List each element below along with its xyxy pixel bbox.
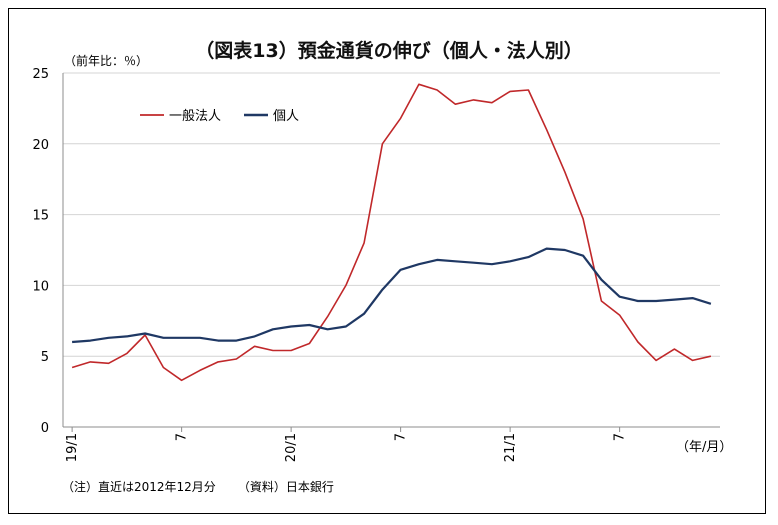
grid-lines — [63, 72, 720, 357]
y-tick-label-10: 10 — [32, 279, 49, 294]
note-source: （資料）日本銀行 — [237, 480, 334, 494]
x-axis-unit-label: （年/月） — [676, 440, 733, 455]
chart-frame — [8, 8, 766, 514]
x-tick-label-0: 19/1 — [65, 433, 80, 462]
x-tick-label-1: 7 — [175, 433, 190, 441]
note-latest-month: （注）直近は2012年12月分 — [62, 480, 216, 494]
y-tick-label-25: 25 — [32, 67, 49, 82]
y-tick-label-15: 15 — [32, 209, 49, 224]
series-lines — [71, 83, 712, 382]
x-tick-label-2: 20/1 — [284, 433, 299, 462]
series-line-0 — [71, 83, 712, 382]
y-tick-label-0: 0 — [41, 421, 49, 436]
y-tick-labels: 0 5 10 15 20 25 — [32, 67, 49, 436]
legend-label-1: 個人 — [273, 109, 299, 124]
legend-label-0: 一般法人 — [169, 108, 221, 124]
chart-title: （図表13）預金通貨の伸び（個人・法人別） — [195, 40, 583, 62]
x-tick-label-5: 7 — [613, 433, 628, 441]
chart-note: （注）直近は2012年12月分 （資料）日本銀行 — [62, 478, 334, 495]
x-tick-label-4: 21/1 — [503, 433, 518, 462]
x-tick-labels: 19/1 7 20/1 7 21/1 7 — [65, 433, 628, 462]
y-axis-unit-label: （前年比：％） — [64, 54, 149, 68]
series-line-1 — [72, 247, 712, 344]
x-tick-label-3: 7 — [394, 433, 409, 441]
legend: 一般法人 個人 — [140, 108, 299, 124]
axes — [62, 73, 720, 432]
y-tick-label-5: 5 — [41, 350, 49, 365]
y-tick-label-20: 20 — [32, 138, 49, 153]
